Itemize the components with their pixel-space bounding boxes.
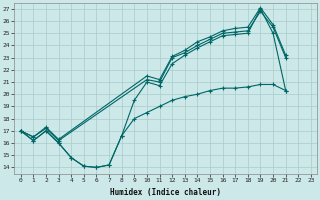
X-axis label: Humidex (Indice chaleur): Humidex (Indice chaleur) xyxy=(110,188,221,197)
